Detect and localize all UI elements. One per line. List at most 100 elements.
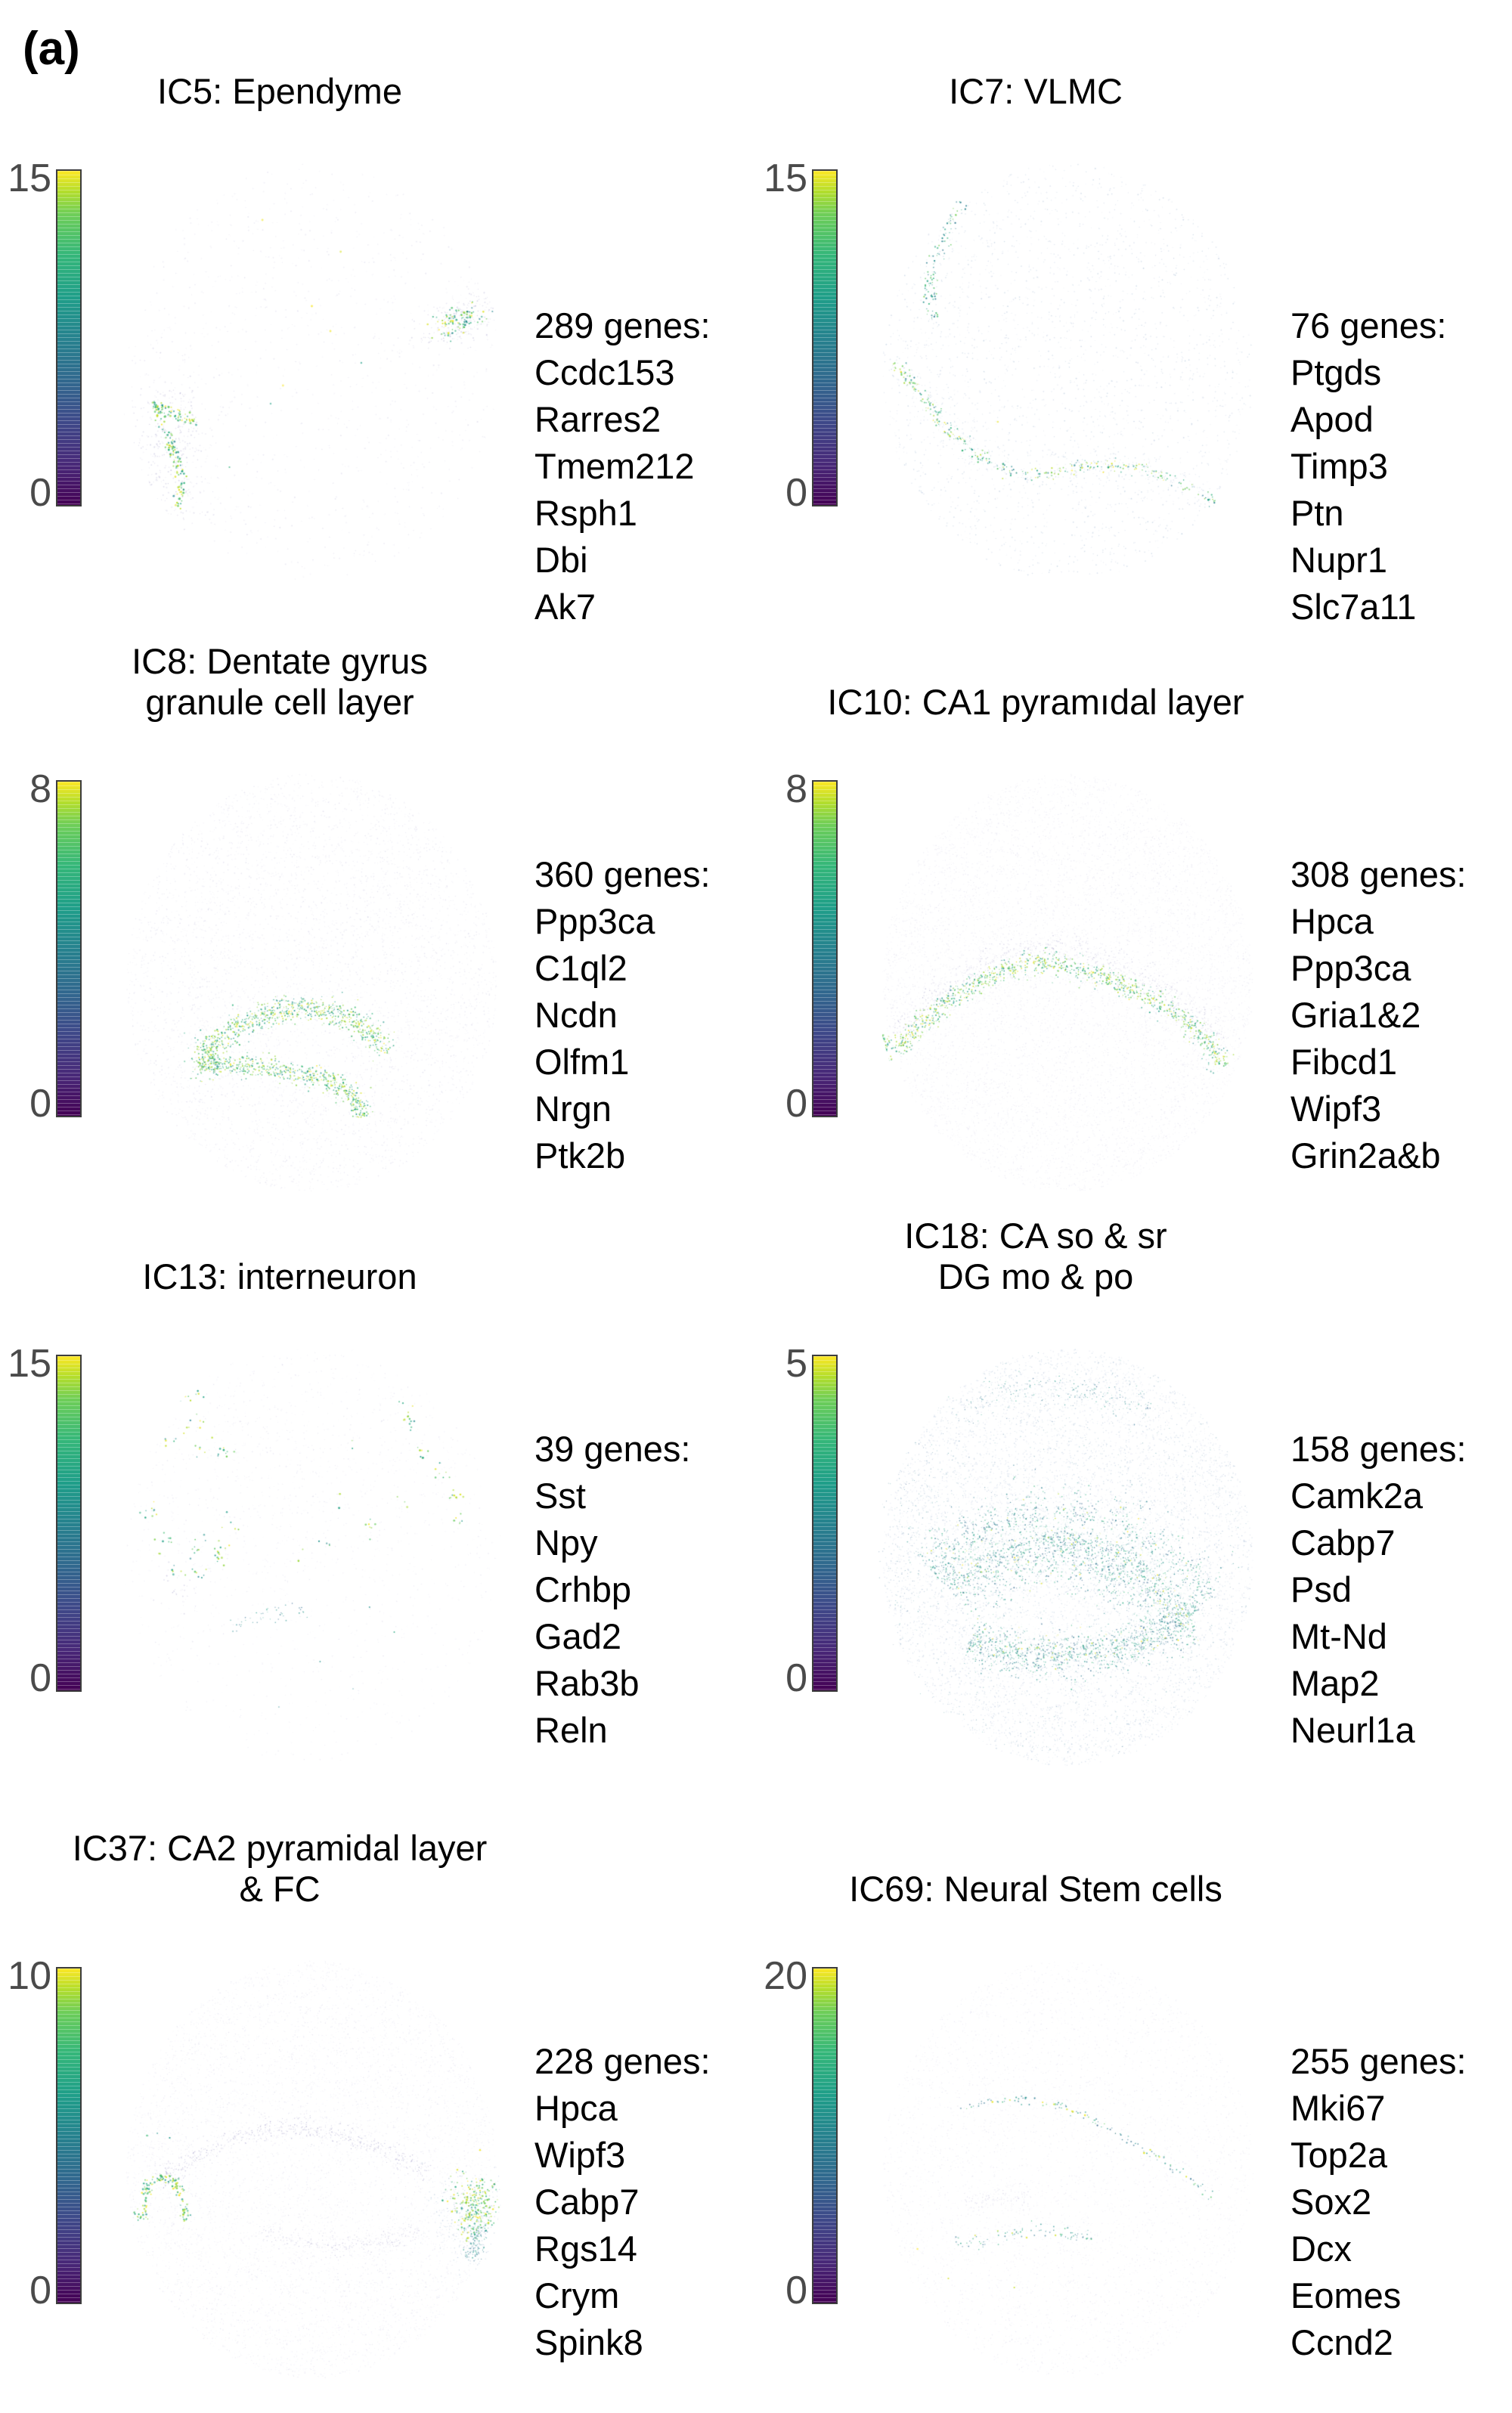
gene-names: Sst Npy Crhbp Gad2 Rab3b Reln (534, 1473, 690, 1754)
gene-label: Gria1&2 (1290, 995, 1421, 1035)
colorbar: 15 0 (0, 142, 106, 535)
scatter-plot (862, 150, 1274, 603)
gene-label: Wipf3 (1290, 1089, 1382, 1129)
gene-names: Hpca Ppp3ca Gria1&2 Fibcd1 Wipf3 Grin2a&b (1290, 898, 1467, 1179)
gene-names: Ccdc153 Rarres2 Tmem212 Rsph1 Dbi Ak7 (534, 349, 711, 630)
gene-label: Ak7 (534, 587, 596, 627)
scatter-plot (106, 150, 518, 603)
colorbar-max-label: 15 (764, 156, 807, 200)
gene-label: Dbi (534, 540, 588, 580)
scatter-plot (862, 1335, 1274, 1789)
gene-label: Sst (534, 1476, 586, 1516)
colorbar: 20 0 (756, 1940, 862, 2333)
gene-label: Ptgds (1290, 352, 1382, 392)
gene-label: Crhbp (534, 1569, 632, 1609)
colorbar-min-label: 0 (785, 471, 807, 515)
panel-ic5: IC5: Ependyme 15 0 289 genes: Ccdc153 Rar… (0, 45, 756, 627)
gene-label: Mki67 (1290, 2088, 1386, 2128)
gene-label: Nupr1 (1290, 540, 1388, 580)
colorbar-gradient (56, 1355, 82, 1692)
panel-ic37: IC37: CA2 pyramidal layer & FC 10 0 228 … (0, 1769, 756, 2413)
gene-label: Ptn (1290, 493, 1344, 533)
colorbar: 8 0 (0, 753, 106, 1146)
panel-ic8: IC8: Dentate gyrus granule cell layer 8 … (0, 605, 756, 1214)
gene-label: Grin2a&b (1290, 1135, 1441, 1176)
colorbar-min-label: 0 (785, 2269, 807, 2312)
scatter-plot (106, 760, 518, 1214)
panel-body: 8 0 308 genes: Hpca Ppp3ca Gria1&2 Fibcd1 Wi… (756, 753, 1512, 1214)
panel-title: IC37: CA2 pyramidal layer & FC (72, 1827, 488, 1910)
panel-body: 20 0 255 genes: Mki67 Top2a Sox2 Dcx Eomes Cc… (756, 1940, 1512, 2401)
gene-label: C1ql2 (534, 948, 627, 988)
gene-list: 158 genes: Camk2a Cabp7 Psd Mt-Nd Map2 Neurl1… (1290, 1426, 1467, 1754)
colorbar: 8 0 (756, 753, 862, 1146)
panel-title: IC8: Dentate gyrus granule cell layer (132, 640, 428, 723)
gene-list: 76 genes: Ptgds Apod Timp3 Ptn Nupr1 Slc7a11 (1290, 302, 1446, 630)
gene-label: Slc7a11 (1290, 587, 1417, 627)
colorbar: 5 0 (756, 1327, 862, 1721)
colorbar-min-label: 0 (29, 1656, 51, 1700)
gene-count-label: 228 genes: (534, 2041, 711, 2081)
gene-list: 255 genes: Mki67 Top2a Sox2 Dcx Eomes Ccnd2 (1290, 2038, 1467, 2366)
colorbar-max-label: 10 (8, 1954, 51, 1998)
gene-label: Rgs14 (534, 2229, 637, 2269)
panel-title: IC69: Neural Stem cells (849, 1869, 1222, 1910)
panel-title: IC18: CA so & sr DG mo & po (904, 1215, 1167, 1297)
gene-label: Apod (1290, 399, 1374, 439)
gene-label: Olfm1 (534, 1042, 630, 1082)
gene-list: 228 genes: Hpca Wipf3 Cabp7 Rgs14 Crym Spink8 (534, 2038, 711, 2366)
scatter-plot (862, 760, 1274, 1214)
scatter-plot (862, 1947, 1274, 2401)
colorbar-gradient (56, 1967, 82, 2304)
gene-label: Top2a (1290, 2135, 1388, 2175)
gene-list: 39 genes: Sst Npy Crhbp Gad2 Rab3b Reln (534, 1426, 690, 1754)
gene-label: Camk2a (1290, 1476, 1424, 1516)
colorbar-max-label: 5 (785, 1342, 807, 1386)
panel-body: 15 0 76 genes: Ptgds Apod Timp3 Ptn Nupr1 Slc… (756, 142, 1512, 630)
colorbar-min-label: 0 (29, 471, 51, 515)
gene-label: Mt-Nd (1290, 1616, 1387, 1656)
gene-label: Gad2 (534, 1616, 621, 1656)
gene-label: Rab3b (534, 1663, 640, 1703)
gene-label: Spink8 (534, 2322, 643, 2362)
gene-label: Dcx (1290, 2229, 1352, 2269)
gene-label: Psd (1290, 1569, 1352, 1609)
panel-ic7: IC7: VLMC 15 0 76 genes: Ptgds Apod Timp3 P… (756, 45, 1512, 627)
colorbar-max-label: 20 (764, 1954, 807, 1998)
gene-list: 308 genes: Hpca Ppp3ca Gria1&2 Fibcd1 Wipf3 G… (1290, 851, 1467, 1179)
gene-label: Fibcd1 (1290, 1042, 1398, 1082)
gene-label: Npy (534, 1522, 598, 1563)
gene-list: 289 genes: Ccdc153 Rarres2 Tmem212 Rsph1 Dbi… (534, 302, 711, 630)
colorbar-min-label: 0 (29, 1082, 51, 1126)
gene-names: Ppp3ca C1ql2 Ncdn Olfm1 Nrgn Ptk2b (534, 898, 711, 1179)
colorbar-min-label: 0 (29, 2269, 51, 2312)
panel-body: 5 0 158 genes: Camk2a Cabp7 Psd Mt-Nd Map2 Ne… (756, 1327, 1512, 1789)
panel-ic69: IC69: Neural Stem cells 20 0 255 genes: … (756, 1769, 1512, 2413)
gene-label: Neurl1a (1290, 1710, 1415, 1750)
gene-names: Mki67 Top2a Sox2 Dcx Eomes Ccnd2 (1290, 2085, 1467, 2366)
colorbar: 15 0 (0, 1327, 106, 1721)
gene-label: Ccdc153 (534, 352, 675, 392)
gene-label: Reln (534, 1710, 608, 1750)
panel-body: 10 0 228 genes: Hpca Wipf3 Cabp7 Rgs14 Crym S… (0, 1940, 756, 2401)
gene-label: Map2 (1290, 1663, 1380, 1703)
gene-count-label: 360 genes: (534, 854, 711, 894)
colorbar-gradient (812, 1355, 838, 1692)
gene-count-label: 39 genes: (534, 1429, 691, 1469)
gene-names: Hpca Wipf3 Cabp7 Rgs14 Crym Spink8 (534, 2085, 711, 2366)
colorbar-gradient (56, 780, 82, 1117)
gene-label: Rarres2 (534, 399, 662, 439)
colorbar-gradient (812, 1967, 838, 2304)
panel-ic10: IC10: CA1 pyramıdal layer 8 0 308 genes:… (756, 605, 1512, 1214)
gene-label: Eomes (1290, 2275, 1402, 2315)
gene-label: Cabp7 (1290, 1522, 1396, 1563)
panel-title: IC7: VLMC (949, 71, 1123, 112)
scatter-plot (106, 1947, 518, 2401)
gene-names: Ptgds Apod Timp3 Ptn Nupr1 Slc7a11 (1290, 349, 1446, 630)
gene-label: Hpca (1290, 901, 1374, 941)
colorbar-min-label: 0 (785, 1656, 807, 1700)
gene-label: Ncdn (534, 995, 618, 1035)
panel-title: IC5: Ependyme (157, 71, 402, 112)
gene-label: Tmem212 (534, 446, 695, 486)
